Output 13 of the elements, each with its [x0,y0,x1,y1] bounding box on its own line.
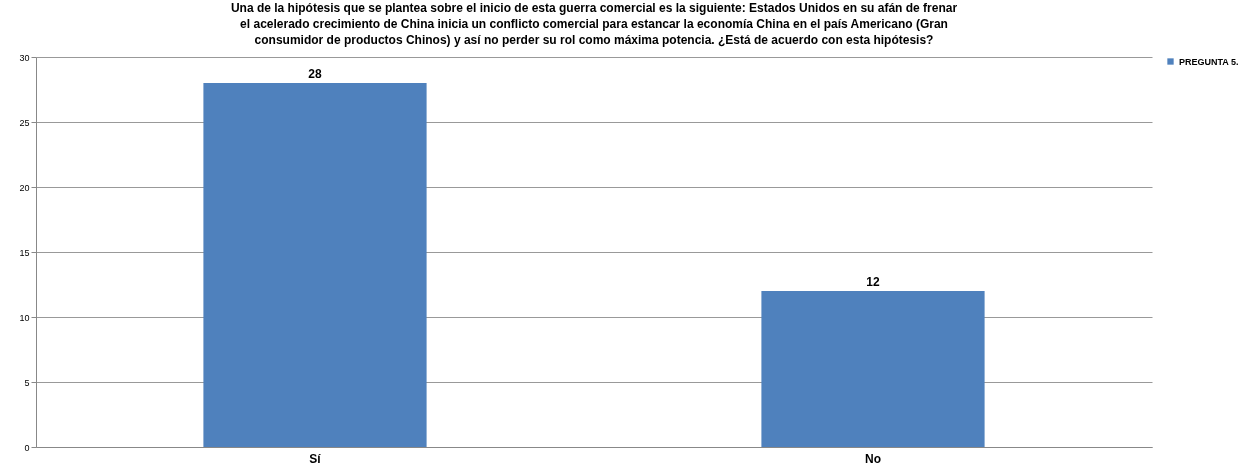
legend-label: PREGUNTA 5. [1179,56,1239,67]
y-tick-label: 20 [19,182,30,193]
y-tick-label: 15 [19,247,30,258]
data-label: 28 [308,67,322,81]
chart-title: Una de la hipótesis que se plantea sobre el inicio de esta guerra comercial es la siguiente: Estados Unidos en su afán de frenar el acelerado crecimiento de China inicia un conflicto comercial para estancar la economía China en el país Americano (Gran consumidor de productos Chinos) y así no perder su rol como máxima potencia. ¿Está de acuerdo con esta hipótesis? [230,1,958,47]
y-tick-label: 30 [19,52,30,63]
y-tick-label: 10 [19,312,30,323]
y-tick-label: 5 [24,377,30,388]
x-tick-label: Sí [309,451,322,466]
x-tick-label: No [865,451,881,466]
y-tick-label: 0 [24,442,30,453]
y-tick-label: 25 [19,117,30,128]
data-label: 12 [866,275,880,289]
